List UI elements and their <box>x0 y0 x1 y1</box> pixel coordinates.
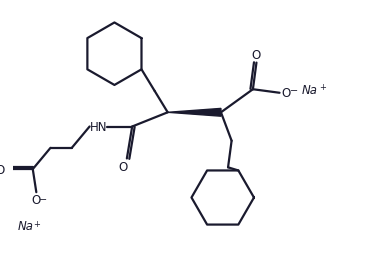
Text: O: O <box>32 194 41 207</box>
Text: O: O <box>0 163 4 176</box>
Text: Na: Na <box>18 219 34 232</box>
Text: O: O <box>252 49 261 62</box>
Text: −: − <box>39 194 47 204</box>
Text: −: − <box>290 86 299 96</box>
Text: HN: HN <box>90 121 107 133</box>
Text: O: O <box>119 160 128 173</box>
Text: O: O <box>281 87 290 100</box>
Text: +: + <box>320 83 326 91</box>
Polygon shape <box>168 109 221 117</box>
Text: +: + <box>34 219 41 228</box>
Text: Na: Na <box>302 83 318 96</box>
